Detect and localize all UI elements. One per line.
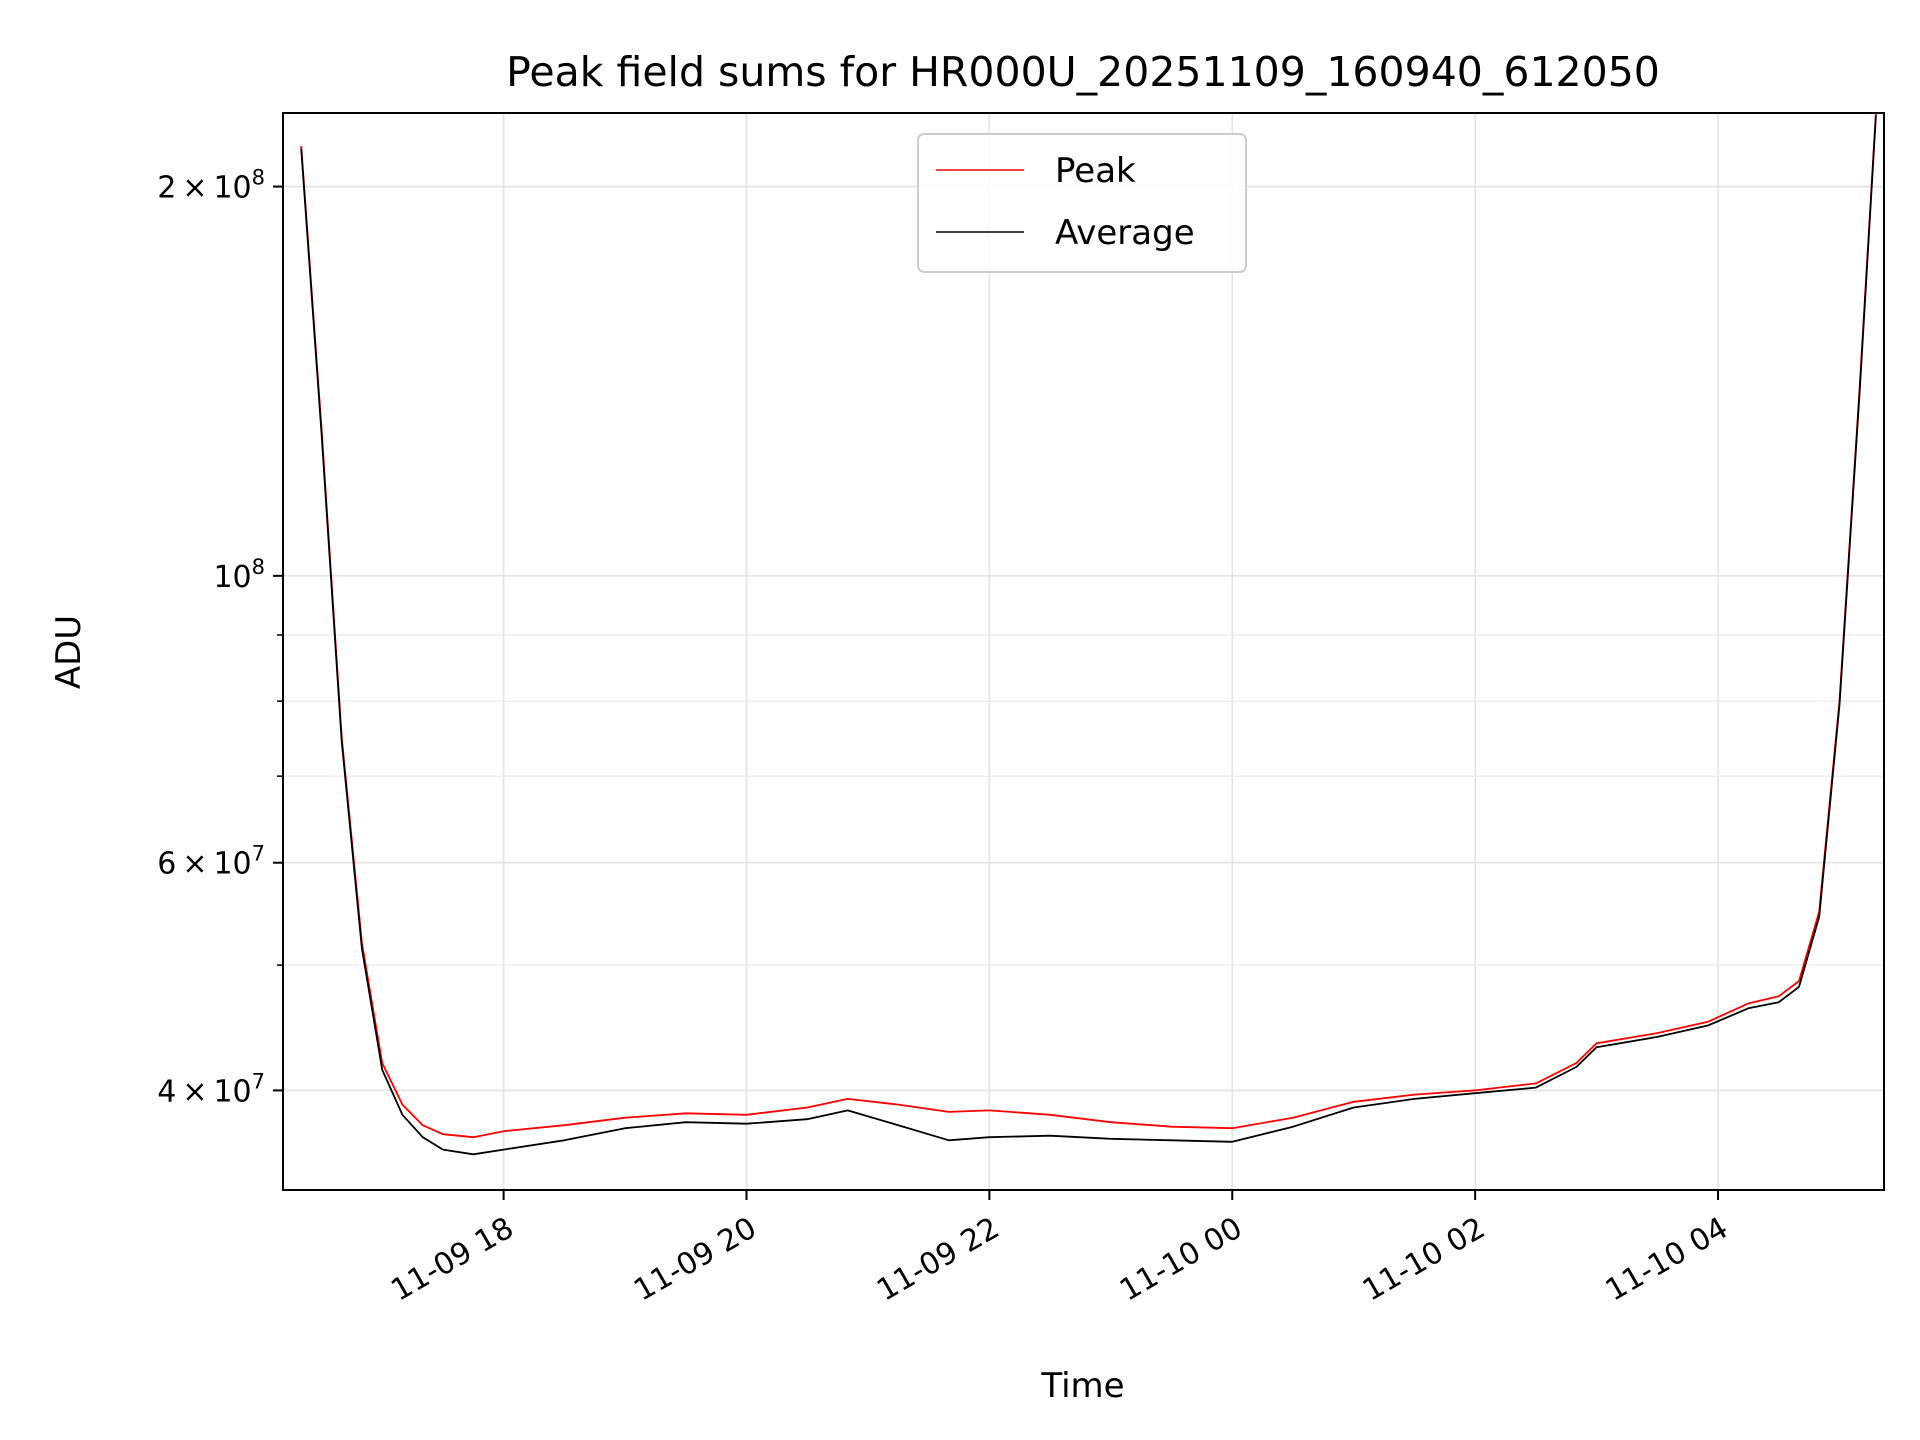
grid bbox=[283, 113, 1884, 1190]
plot-lines bbox=[300, 113, 1877, 1156]
legend-label-peak: Peak bbox=[1055, 151, 1136, 191]
legend-box bbox=[917, 133, 1247, 273]
legend: Peak Average bbox=[917, 133, 1247, 273]
legend-label-average: Average bbox=[1055, 213, 1195, 253]
y-axis-label: ADU bbox=[49, 615, 89, 689]
series-line-average bbox=[300, 115, 1877, 1156]
series-line-peak bbox=[300, 113, 1877, 1139]
y-tick-label: 2 × 108 bbox=[157, 166, 265, 206]
x-axis-label: Time bbox=[1040, 1366, 1124, 1406]
y-tick-label: 6 × 107 bbox=[157, 842, 265, 882]
y-tick-label: 4 × 107 bbox=[157, 1069, 265, 1109]
y-tick-label: 108 bbox=[213, 555, 265, 595]
chart-title: Peak field sums for HR000U_20251109_1609… bbox=[506, 48, 1660, 96]
plot-frame bbox=[282, 112, 1885, 1191]
